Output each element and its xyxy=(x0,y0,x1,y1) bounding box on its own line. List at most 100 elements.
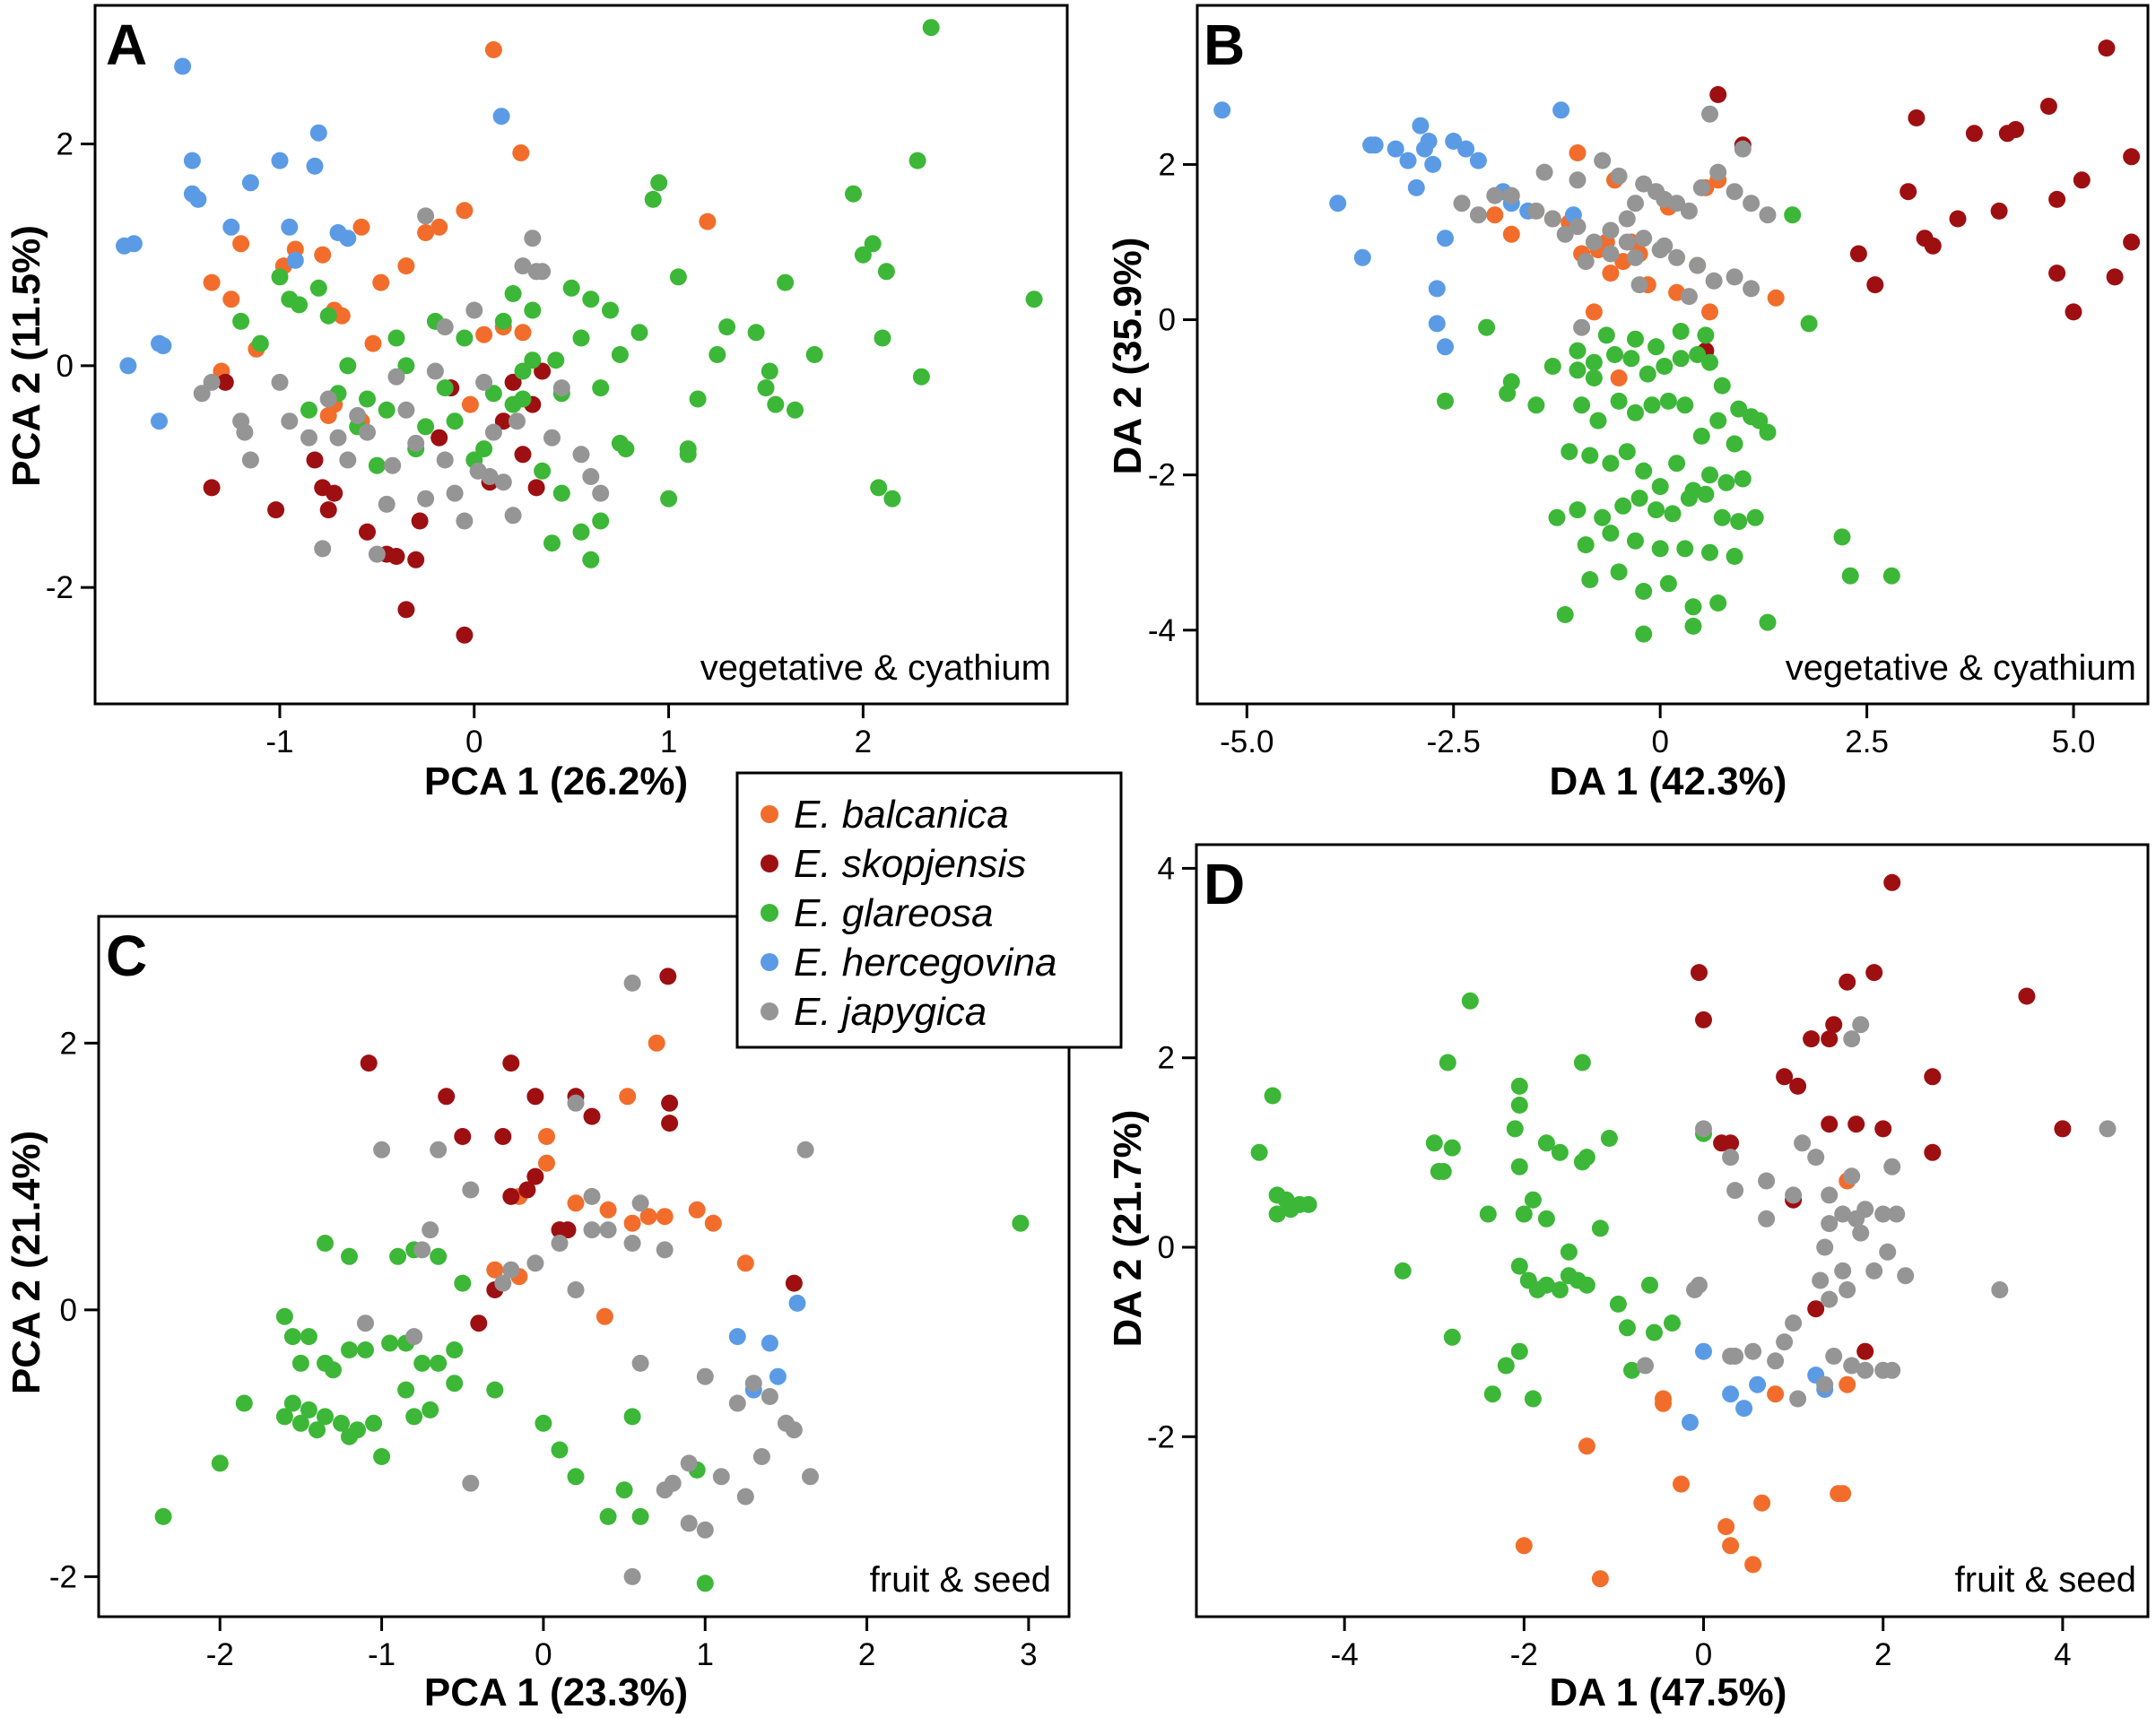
point-japygica xyxy=(1585,233,1603,251)
point-skopjensis xyxy=(1965,125,1983,143)
y-tick-label: -2 xyxy=(46,570,74,605)
point-glareosa xyxy=(1610,392,1628,410)
point-skopjensis xyxy=(1789,1077,1807,1095)
point-glareosa xyxy=(1264,1087,1282,1105)
point-glareosa xyxy=(1619,1319,1636,1337)
point-japygica xyxy=(1569,218,1587,236)
point-glareosa xyxy=(567,1468,585,1486)
legend-box xyxy=(735,771,1123,1049)
point-glareosa xyxy=(1784,206,1802,224)
point-hercegovina xyxy=(1735,1400,1753,1418)
point-japygica xyxy=(761,1388,778,1405)
point-hercegovina xyxy=(151,412,168,430)
point-glareosa xyxy=(1709,412,1727,430)
point-skopjensis xyxy=(1695,1011,1712,1028)
point-japygica xyxy=(1839,1281,1856,1298)
point-hercegovina xyxy=(1428,280,1446,298)
point-glareosa xyxy=(300,1401,317,1419)
point-japygica xyxy=(599,1221,617,1239)
point-japygica xyxy=(1569,171,1587,189)
point-hercegovina xyxy=(1329,195,1347,213)
points xyxy=(116,19,1043,644)
point-glareosa xyxy=(456,329,474,347)
point-skopjensis xyxy=(2018,987,2036,1005)
point-glareosa xyxy=(325,1361,342,1379)
point-japygica xyxy=(583,1187,601,1205)
point-balcanica xyxy=(1591,1570,1609,1588)
point-hercegovina xyxy=(1213,101,1231,119)
point-glareosa xyxy=(1676,396,1694,414)
x-axis-title: DA 1 (42.3%) xyxy=(1550,759,1787,803)
point-skopjensis xyxy=(504,373,522,391)
x-axis-title: DA 1 (47.5%) xyxy=(1550,1670,1787,1714)
point-glareosa xyxy=(251,334,269,352)
point-glareosa xyxy=(317,1408,334,1426)
plot-frame xyxy=(97,915,1071,1618)
point-glareosa xyxy=(543,534,561,552)
point-glareosa xyxy=(1551,1143,1569,1161)
y-tick-label: 0 xyxy=(1159,303,1176,338)
x-tick-label: -4 xyxy=(1331,1637,1359,1672)
point-balcanica xyxy=(538,1128,555,1145)
panel-note: fruit & seed xyxy=(1955,1560,2136,1600)
point-glareosa xyxy=(631,1507,649,1525)
point-japygica xyxy=(631,1354,649,1372)
point-skopjensis xyxy=(2048,265,2066,282)
point-glareosa xyxy=(1730,400,1748,418)
point-japygica xyxy=(1680,288,1698,306)
point-skopjensis xyxy=(1900,183,1917,201)
point-japygica xyxy=(1743,195,1760,213)
point-glareosa xyxy=(275,1307,293,1325)
point-glareosa xyxy=(1527,396,1545,414)
point-glareosa xyxy=(1643,396,1661,414)
x-tick-label: -1 xyxy=(368,1637,396,1672)
point-japygica xyxy=(1680,202,1698,220)
point-glareosa xyxy=(1524,1390,1542,1408)
point-japygica xyxy=(426,362,444,380)
point-japygica xyxy=(1668,195,1686,213)
point-japygica xyxy=(1759,206,1777,224)
point-japygica xyxy=(1726,183,1743,201)
point-glareosa xyxy=(281,291,299,308)
point-skopjensis xyxy=(306,451,324,469)
point-balcanica xyxy=(1610,369,1628,386)
point-hercegovina xyxy=(1407,178,1425,196)
point-japygica xyxy=(1692,178,1710,196)
point-japygica xyxy=(1502,187,1520,204)
point-glareosa xyxy=(1537,1210,1555,1228)
point-glareosa xyxy=(211,1454,229,1472)
point-japygica xyxy=(1602,245,1620,263)
point-japygica xyxy=(1635,230,1653,247)
point-glareosa xyxy=(1743,408,1760,426)
point-glareosa xyxy=(718,318,736,336)
point-japygica xyxy=(680,1454,698,1472)
point-hercegovina xyxy=(1437,338,1454,356)
point-balcanica xyxy=(1578,1437,1595,1455)
point-glareosa xyxy=(1597,326,1615,344)
point-glareosa xyxy=(1672,350,1690,368)
point-japygica xyxy=(203,373,221,391)
point-glareosa xyxy=(1543,358,1561,375)
point-balcanica xyxy=(699,213,717,230)
point-skopjensis xyxy=(1825,1016,1843,1034)
point-hercegovina xyxy=(1387,140,1404,158)
point-hercegovina xyxy=(281,218,299,236)
point-balcanica xyxy=(688,1201,706,1219)
point-hercegovina xyxy=(286,251,304,269)
point-skopjensis xyxy=(527,479,545,497)
point-hercegovina xyxy=(1428,315,1446,333)
point-japygica xyxy=(241,451,259,469)
point-glareosa xyxy=(696,1575,714,1592)
point-glareosa xyxy=(1483,1385,1501,1403)
point-glareosa xyxy=(1614,497,1632,515)
point-glareosa xyxy=(761,362,778,380)
point-skopjensis xyxy=(1807,1300,1825,1318)
point-japygica xyxy=(300,429,317,447)
point-japygica xyxy=(785,1421,803,1439)
point-japygica xyxy=(462,1181,480,1199)
point-hercegovina xyxy=(116,237,133,255)
point-japygica xyxy=(1789,1390,1807,1408)
point-glareosa xyxy=(1647,338,1665,356)
y-tick-label: -2 xyxy=(49,1559,77,1594)
point-glareosa xyxy=(592,379,610,397)
